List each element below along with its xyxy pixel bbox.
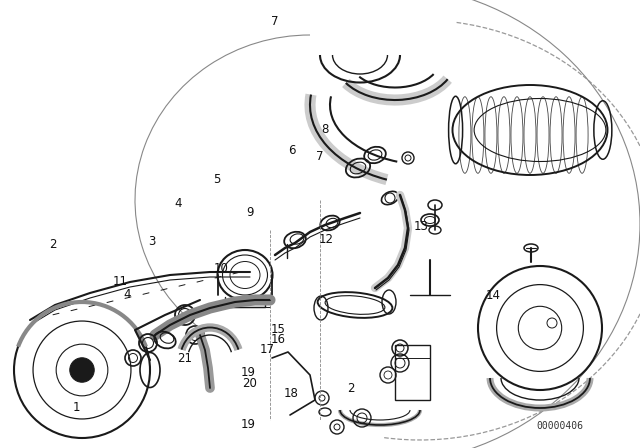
Text: 3: 3 (148, 234, 156, 248)
Text: 19: 19 (241, 418, 256, 431)
Text: 1: 1 (73, 401, 81, 414)
Text: 7: 7 (316, 150, 324, 164)
Text: 2: 2 (49, 237, 57, 251)
Text: 2: 2 (347, 382, 355, 396)
Bar (395, 345, 430, 400)
Text: 15: 15 (271, 323, 286, 336)
Text: 7: 7 (271, 15, 279, 28)
Text: 17: 17 (260, 343, 275, 356)
Text: 8: 8 (321, 123, 329, 137)
Text: 16: 16 (271, 333, 286, 346)
Text: 4: 4 (174, 197, 182, 211)
Text: 14: 14 (485, 289, 500, 302)
Text: 6: 6 (288, 143, 296, 157)
Text: 12: 12 (319, 233, 334, 246)
Text: 18: 18 (284, 387, 299, 400)
Text: 5: 5 (212, 172, 220, 186)
Circle shape (70, 358, 94, 382)
Text: 13: 13 (413, 220, 429, 233)
Text: 21: 21 (177, 352, 192, 365)
Text: 10: 10 (213, 262, 228, 276)
Text: 4: 4 (123, 288, 131, 302)
Text: 20: 20 (242, 376, 257, 390)
Text: 19: 19 (241, 366, 256, 379)
Text: 00000406: 00000406 (536, 422, 584, 431)
Text: 11: 11 (113, 275, 128, 288)
Text: 9: 9 (246, 206, 253, 220)
